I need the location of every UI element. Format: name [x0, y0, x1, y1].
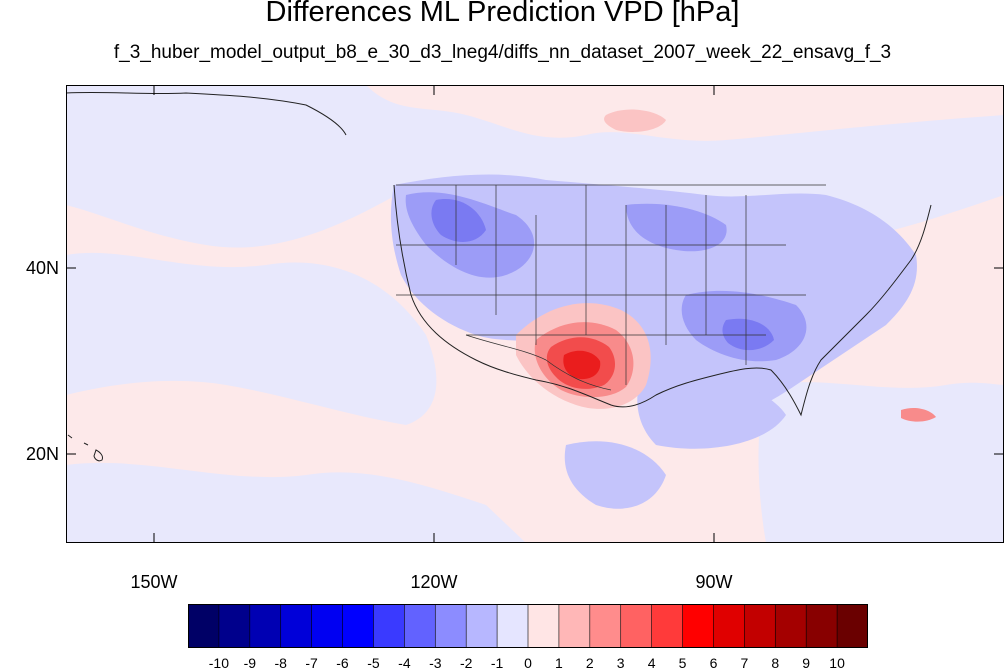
neg-region-northwest-core	[431, 199, 486, 242]
colorbar-swatch	[651, 604, 684, 648]
neg-region-southeast-core	[722, 318, 774, 351]
colorbar-tick-label: 5	[678, 655, 687, 671]
lat-tick-label-40n: 40N	[26, 258, 60, 278]
colorbar-tick-label: 9	[802, 655, 811, 671]
colorbar-tick-label: 0	[524, 655, 532, 671]
colorbar-tick-label: -2	[459, 655, 473, 671]
colorbar-tick-label: -6	[336, 655, 349, 671]
colorbar-swatch	[311, 604, 344, 648]
neg-region-east	[758, 382, 1004, 543]
colorbar-tick-label: 1	[554, 655, 563, 671]
lon-tick-label-150w: 150W	[130, 572, 178, 592]
colorbar-swatch	[806, 604, 838, 648]
hawaii-islands	[67, 434, 103, 462]
colorbar-tick-label: 6	[709, 655, 718, 671]
neg-region-gulf	[637, 365, 786, 449]
colorbar-tick-label: 8	[771, 655, 780, 671]
colorbar-tick-label: -1	[490, 655, 504, 671]
pos-region-atlantic-small	[901, 407, 936, 422]
colorbar-swatch	[218, 604, 251, 648]
colorbar-swatch	[528, 604, 560, 648]
neg-region-mexico	[564, 441, 666, 509]
colorbar-swatch	[589, 604, 622, 648]
neg-region-pacific-band	[66, 252, 437, 425]
colorbar-tick-label: -10	[208, 655, 229, 671]
colorbar-tick-label: 10	[829, 655, 845, 671]
pos-region-gulf-of-mexico	[604, 109, 666, 132]
state-boundaries	[396, 184, 826, 385]
lat-tick-label-20n: 20N	[26, 444, 60, 464]
map-title: Differences ML Prediction VPD [hPa]	[265, 0, 740, 28]
colorbar-swatch	[249, 604, 282, 648]
coastline-north-america	[393, 184, 932, 417]
colorbar	[188, 604, 868, 648]
neg-region-south	[66, 462, 526, 543]
lon-tick-label-120w: 120W	[410, 572, 458, 592]
colorbar-swatch	[188, 604, 220, 648]
colorbar-swatch	[497, 604, 529, 648]
colorbar-swatch	[775, 604, 807, 648]
colorbar-swatch	[373, 604, 405, 648]
colorbar-tick-label: 4	[647, 655, 656, 671]
colorbar-tick-label: -8	[274, 655, 287, 671]
colorbar-tick-label: -5	[367, 655, 380, 671]
map-subtitle: f_3_huber_model_output_b8_e_30_d3_lneg4/…	[113, 42, 892, 63]
colorbar-tick-label: 2	[585, 655, 594, 671]
mexico-boundary	[465, 334, 612, 391]
pos-region-texas-peak	[563, 350, 601, 380]
lon-tick-label-90w: 90W	[695, 572, 733, 592]
colorbar-tick-label: 3	[616, 655, 625, 671]
colorbar-swatch	[713, 604, 745, 648]
colorbar-swatch	[404, 604, 436, 648]
colorbar-tick-label: -9	[243, 655, 257, 671]
colorbar-swatch	[682, 604, 714, 648]
colorbar-swatch	[466, 604, 498, 648]
map-plot	[66, 85, 1004, 543]
colorbar-swatch	[342, 604, 374, 648]
colorbar-swatch	[558, 604, 591, 648]
colorbar-swatch	[280, 604, 313, 648]
colorbar-tick-label: -7	[305, 655, 318, 671]
colorbar-swatch	[744, 604, 776, 648]
colorbar-tick-label: -3	[429, 655, 442, 671]
colorbar-swatch	[435, 604, 467, 648]
colorbar-swatch	[837, 604, 868, 648]
colorbar-swatch	[620, 604, 653, 648]
colorbar-tick-label: 7	[740, 655, 749, 671]
neg-region-greatlakes	[626, 203, 727, 252]
colorbar-tick-label: -4	[398, 655, 411, 671]
map-tick-marks	[66, 85, 1004, 543]
alaska-coast	[66, 91, 347, 136]
